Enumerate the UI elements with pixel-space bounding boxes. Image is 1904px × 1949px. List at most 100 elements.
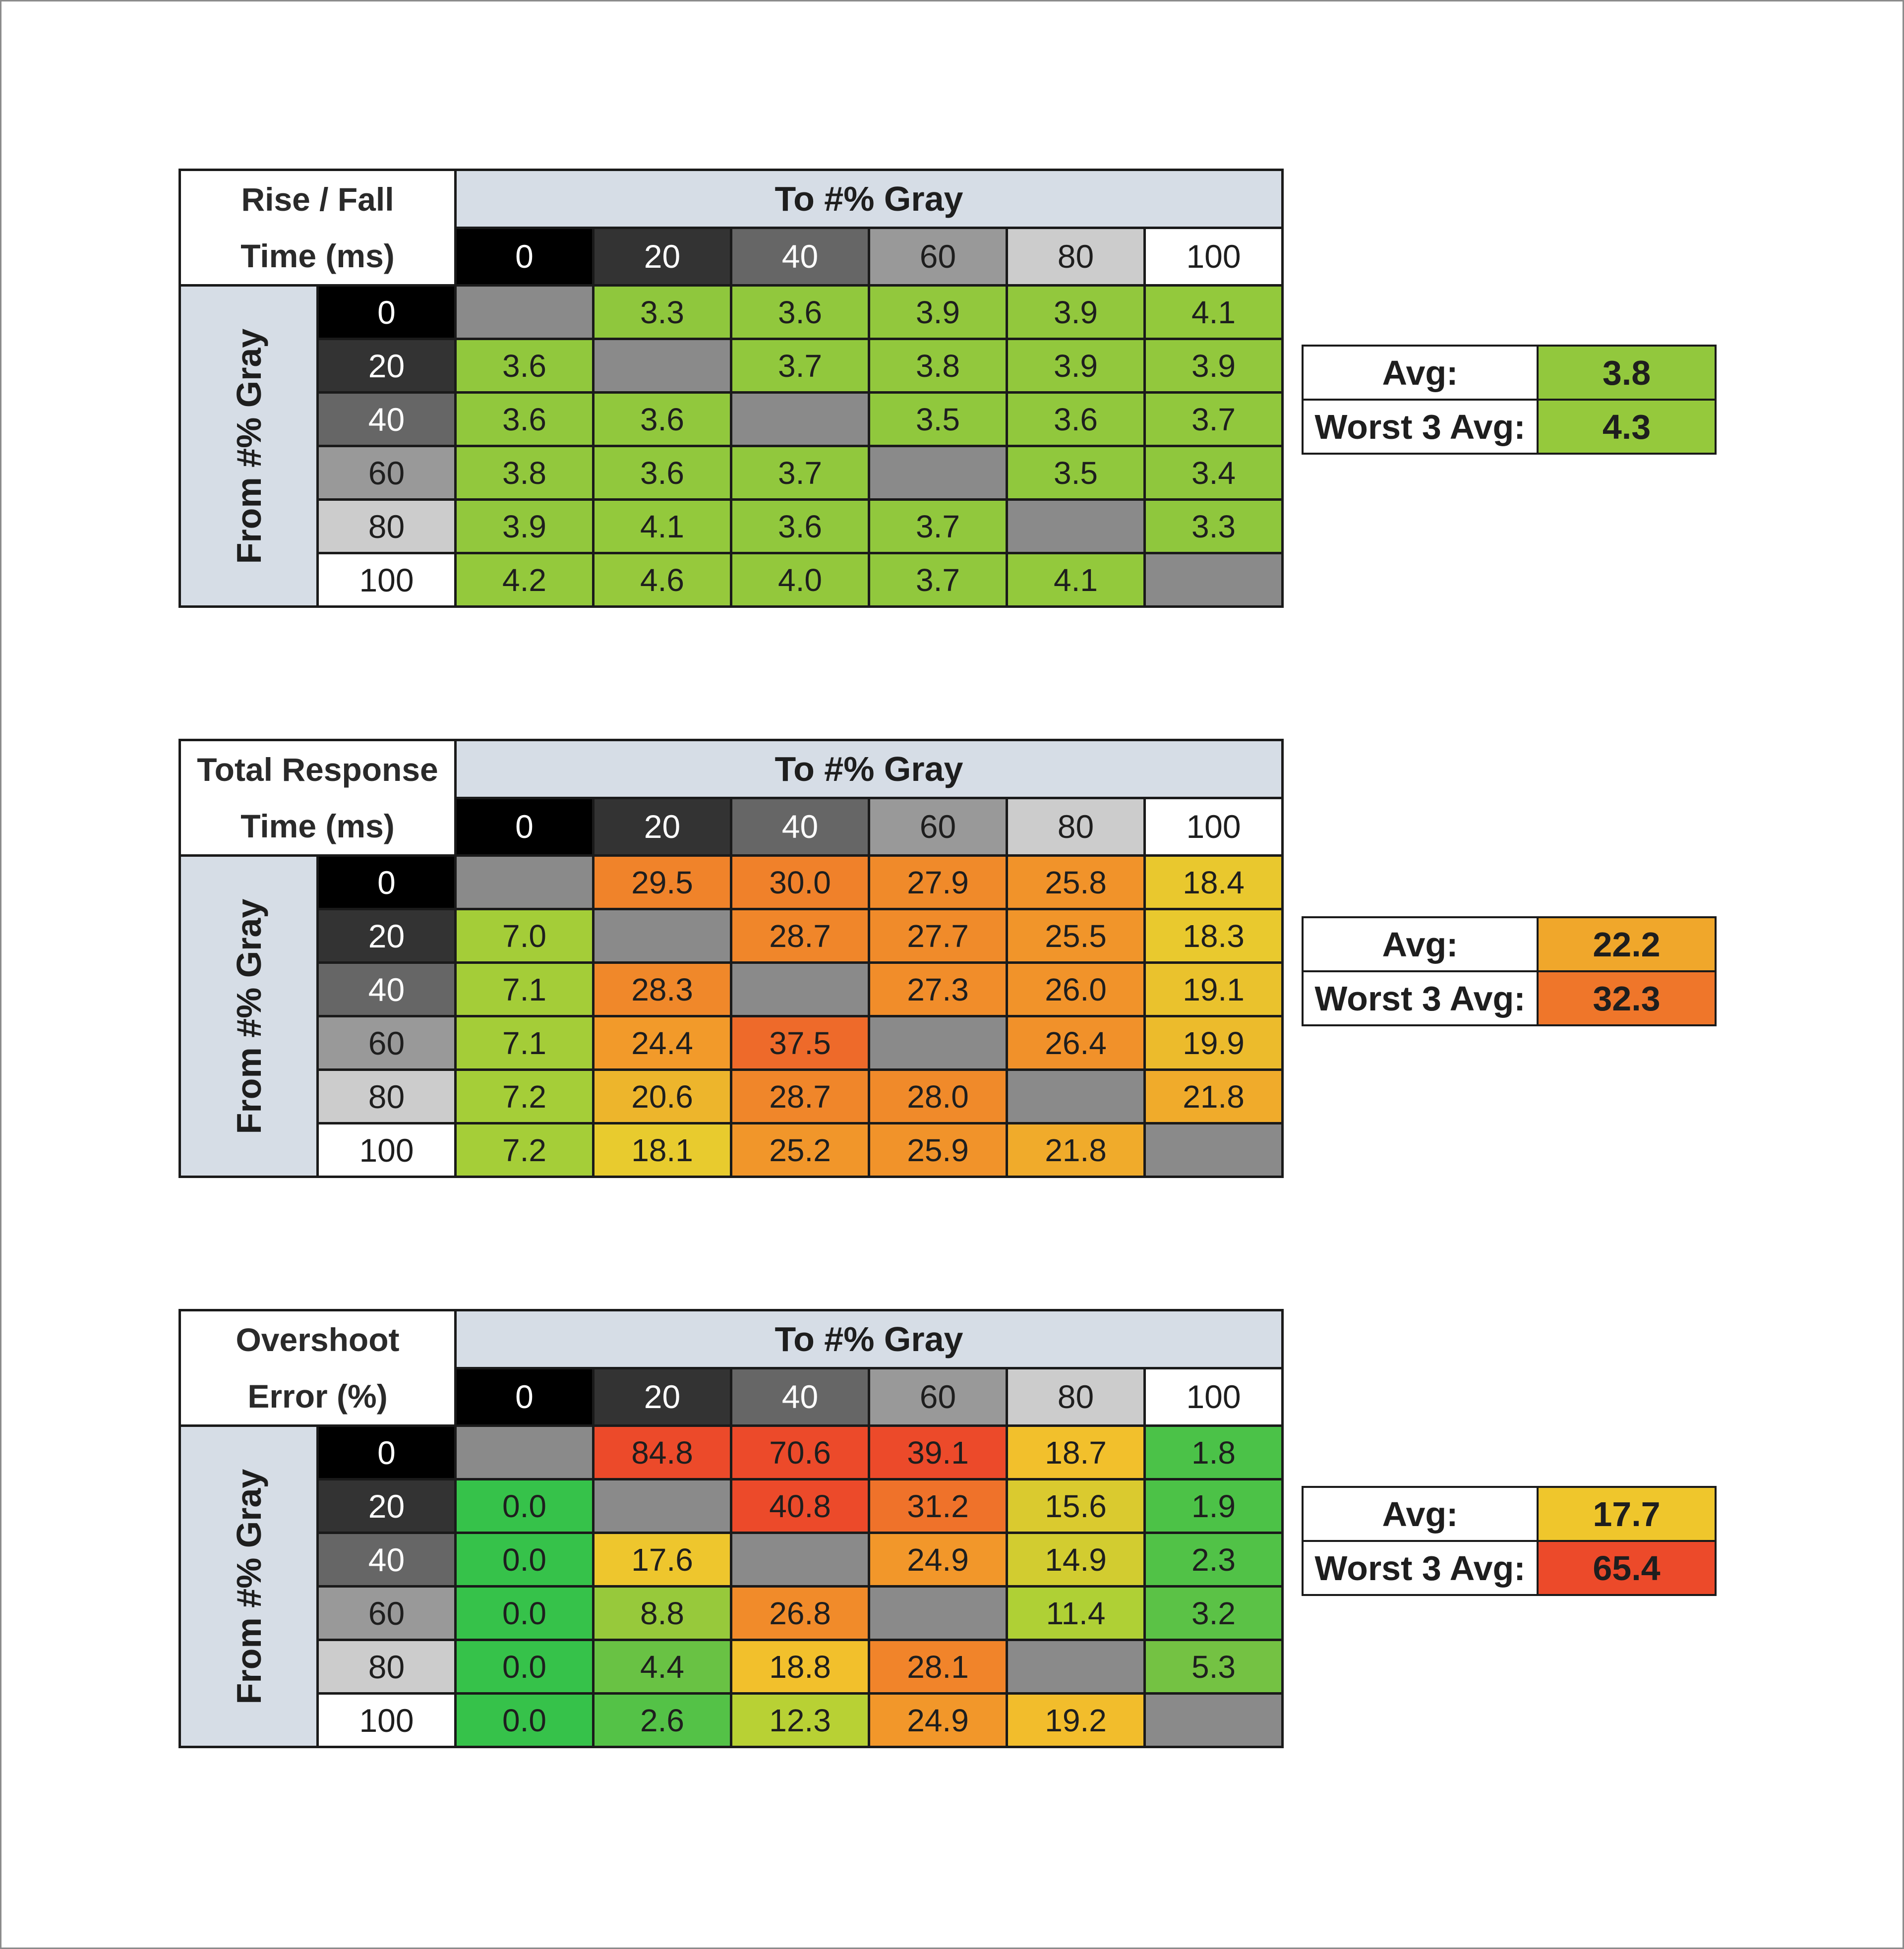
heatmap-cell: 7.2 <box>454 1068 595 1124</box>
column-header: 0 <box>454 226 595 287</box>
heatmap-cell: 30.0 <box>730 854 870 910</box>
heatmap-cell: 0.0 <box>454 1585 595 1641</box>
heatmap-cell: 28.7 <box>730 1068 870 1124</box>
heatmap-cell: 3.6 <box>592 391 732 447</box>
heatmap-cell: 84.8 <box>592 1424 732 1480</box>
heatmap-cell: 18.7 <box>1006 1424 1146 1480</box>
heatmap-cell: 70.6 <box>730 1424 870 1480</box>
x-axis-label: To #% Gray <box>454 739 1284 799</box>
heatmap-panel: Total Response To #% Gray Time (ms) 0 20 40 60… <box>178 739 1284 1178</box>
row-header: 40 <box>316 1532 457 1588</box>
heatmap-cell: 3.9 <box>1006 338 1146 394</box>
column-header: 80 <box>1006 796 1146 857</box>
heatmap-cell: 3.4 <box>1143 445 1284 501</box>
heatmap-cell: 3.8 <box>454 445 595 501</box>
y-axis-label: From #% Gray <box>178 854 319 1178</box>
worst-3-avg-value: 65.4 <box>1537 1540 1717 1596</box>
heatmap-cell: 3.6 <box>592 445 732 501</box>
worst-3-avg-label: Worst 3 Avg: <box>1302 970 1539 1026</box>
heatmap-cell: 3.6 <box>454 338 595 394</box>
heatmap-cell: 3.7 <box>1143 391 1284 447</box>
heatmap-cell: 25.9 <box>868 1122 1008 1178</box>
heatmap-cell: 18.4 <box>1143 854 1284 910</box>
heatmap-cell: 5.3 <box>1143 1639 1284 1695</box>
row-header: 0 <box>316 284 457 340</box>
heatmap-cell: 3.7 <box>730 445 870 501</box>
heatmap-cell-diagonal <box>730 961 870 1017</box>
column-header: 40 <box>730 796 870 857</box>
heatmap-cell: 12.3 <box>730 1692 870 1748</box>
heatmap-cell: 21.8 <box>1006 1122 1146 1178</box>
heatmap-cell: 15.6 <box>1006 1478 1146 1534</box>
column-header: 100 <box>1143 796 1284 857</box>
heatmap-cell: 3.9 <box>1006 284 1146 340</box>
table-title-line-1: Rise / Fall <box>178 169 457 228</box>
heatmap-cell-diagonal <box>592 908 732 964</box>
worst-3-avg-label: Worst 3 Avg: <box>1302 1540 1539 1596</box>
column-header: 60 <box>868 1366 1008 1427</box>
heatmap-cell: 26.8 <box>730 1585 870 1641</box>
column-header: 80 <box>1006 226 1146 287</box>
heatmap-cell: 0.0 <box>454 1478 595 1534</box>
row-header: 20 <box>316 908 457 964</box>
heatmap-cell: 27.7 <box>868 908 1008 964</box>
row-header: 80 <box>316 1068 457 1124</box>
y-axis-label-text: From #% Gray <box>229 1469 268 1704</box>
heatmap-cell-diagonal <box>454 1424 595 1480</box>
summary-table: Avg: 3.8 Worst 3 Avg: 4.3 <box>1302 345 1717 455</box>
row-header: 100 <box>316 1692 457 1748</box>
summary-table: Avg: 22.2 Worst 3 Avg: 32.3 <box>1302 916 1717 1026</box>
heatmap-cell: 4.4 <box>592 1639 732 1695</box>
worst-3-avg-value: 32.3 <box>1537 970 1717 1026</box>
table-title-line-1: Overshoot <box>178 1309 457 1368</box>
column-header: 0 <box>454 1366 595 1427</box>
heatmap-cell: 3.7 <box>868 552 1008 608</box>
row-header: 80 <box>316 1639 457 1695</box>
table-title-line-2: Time (ms) <box>178 228 457 287</box>
heatmap-panel: Rise / Fall To #% Gray Time (ms) 0 20 40 60 80 1… <box>178 169 1284 608</box>
heatmap-cell: 17.6 <box>592 1532 732 1588</box>
heatmap-cell: 3.6 <box>730 498 870 554</box>
row-header: 60 <box>316 1585 457 1641</box>
heatmap-cell: 3.9 <box>454 498 595 554</box>
heatmap-cell-diagonal <box>1006 498 1146 554</box>
heatmap-cell: 28.0 <box>868 1068 1008 1124</box>
heatmap-cell: 3.5 <box>868 391 1008 447</box>
column-header: 60 <box>868 226 1008 287</box>
column-header: 40 <box>730 226 870 287</box>
x-axis-label: To #% Gray <box>454 169 1284 229</box>
row-header: 0 <box>316 1424 457 1480</box>
heatmap-cell: 26.4 <box>1006 1015 1146 1071</box>
heatmap-cell: 3.9 <box>868 284 1008 340</box>
table-title-line-2: Error (%) <box>178 1368 457 1427</box>
heatmap-cell: 4.2 <box>454 552 595 608</box>
heatmap-cell-diagonal <box>1143 552 1284 608</box>
heatmap-cell: 14.9 <box>1006 1532 1146 1588</box>
heatmap-panel: Overshoot To #% Gray Error (%) 0 20 40 60 80 100… <box>178 1309 1284 1748</box>
heatmap-cell: 18.1 <box>592 1122 732 1178</box>
row-header: 20 <box>316 1478 457 1534</box>
heatmap-cell: 4.1 <box>1143 284 1284 340</box>
heatmap-cell-diagonal <box>1143 1122 1284 1178</box>
heatmap-cell: 7.1 <box>454 1015 595 1071</box>
heatmap-cell: 3.9 <box>1143 338 1284 394</box>
heatmap-cell: 3.3 <box>592 284 732 340</box>
row-header: 100 <box>316 552 457 608</box>
heatmap-cell-diagonal <box>730 391 870 447</box>
row-header: 0 <box>316 854 457 910</box>
heatmap-cell: 0.0 <box>454 1639 595 1695</box>
heatmap-cell: 7.1 <box>454 961 595 1017</box>
heatmap-cell: 28.1 <box>868 1639 1008 1695</box>
heatmap-cell: 19.2 <box>1006 1692 1146 1748</box>
heatmap-cell-diagonal <box>1143 1692 1284 1748</box>
summary-table: Avg: 17.7 Worst 3 Avg: 65.4 <box>1302 1486 1717 1596</box>
heatmap-cell: 25.2 <box>730 1122 870 1178</box>
column-header: 60 <box>868 796 1008 857</box>
heatmap-cell: 3.5 <box>1006 445 1146 501</box>
heatmap-cell: 3.6 <box>1006 391 1146 447</box>
row-header: 40 <box>316 391 457 447</box>
x-axis-label: To #% Gray <box>454 1309 1284 1369</box>
heatmap-cell: 7.0 <box>454 908 595 964</box>
heatmap-cell: 3.2 <box>1143 1585 1284 1641</box>
heatmap-table: Overshoot To #% Gray Error (%) 0 20 40 60 80 100… <box>178 1309 1284 1748</box>
